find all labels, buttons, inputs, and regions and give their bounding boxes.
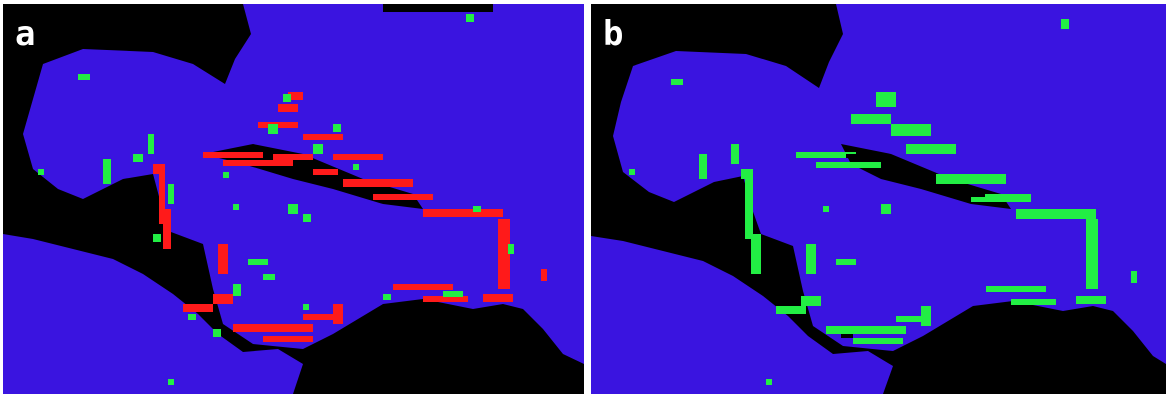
land-specks-b <box>841 154 985 338</box>
panel-a: a <box>3 4 584 394</box>
change-green-b <box>629 19 1137 385</box>
panel-label-b: b <box>603 14 624 54</box>
panel-b-map <box>591 4 1166 394</box>
change-red-a <box>153 92 547 342</box>
panel-b: b <box>591 4 1166 394</box>
panel-a-map <box>3 4 584 394</box>
panel-label-a: a <box>15 14 36 54</box>
